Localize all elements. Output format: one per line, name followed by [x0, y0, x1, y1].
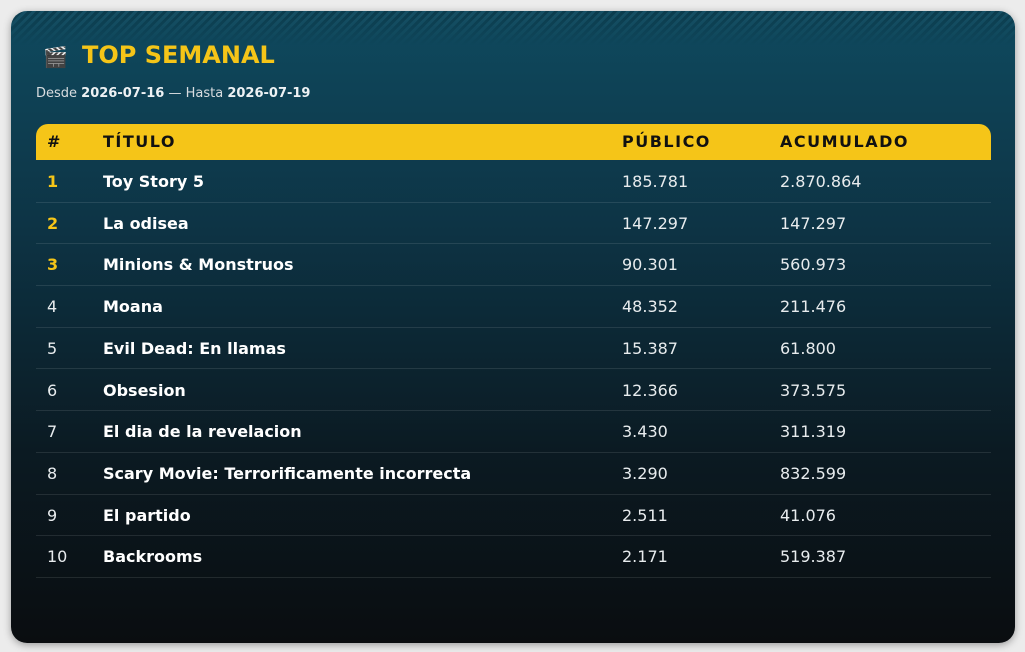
title-header: TÍTULO	[103, 132, 176, 151]
table-row: 2 La odisea 147.297 147.297	[36, 203, 991, 245]
table-row: 10 Backrooms 2.171 519.387	[36, 536, 991, 578]
table-row: 1 Toy Story 5 185.781 2.870.864	[36, 161, 991, 203]
rank: 3	[47, 255, 59, 275]
rank: 4	[47, 297, 58, 317]
movie-title: La odisea	[103, 213, 189, 233]
cumulative: 147.297	[780, 213, 847, 233]
movie-title: Backrooms	[103, 547, 203, 567]
decor-stripe	[11, 11, 1015, 45]
movie-title: El partido	[103, 505, 191, 525]
from-date: 2026-07-16	[81, 86, 165, 101]
cumulative: 2.870.864	[780, 172, 862, 191]
rank: 5	[47, 338, 58, 358]
movie-title: Minions & Monstruos	[103, 255, 294, 275]
public-header: PÚBLICO	[622, 132, 711, 151]
to-date: 2026-07-19	[227, 86, 311, 101]
public: 2.511	[622, 505, 668, 525]
rank: 6	[47, 380, 58, 400]
cumulative: 560.973	[780, 255, 847, 275]
rank: 7	[47, 422, 58, 442]
public: 2.171	[622, 547, 668, 567]
table-header: # TÍTULO PÚBLICO ACUMULADO	[36, 124, 991, 160]
table-row: 5 Evil Dead: En llamas 15.387 61.800	[36, 328, 991, 370]
separator: —	[168, 86, 182, 101]
to-label: Hasta	[185, 86, 224, 101]
public: 147.297	[622, 213, 689, 233]
cumulative: 211.476	[780, 297, 847, 317]
movie-title: Obsesion	[103, 380, 186, 400]
table-row: 3 Minions & Monstruos 90.301 560.973	[36, 244, 991, 287]
rank: 2	[47, 213, 59, 233]
public: 185.781	[622, 172, 689, 191]
rank-header: #	[47, 132, 62, 151]
cumulative: 61.800	[780, 338, 836, 358]
public: 12.366	[622, 380, 678, 400]
cumulative: 832.599	[780, 463, 847, 483]
table-row: 9 El partido 2.511 41.076	[36, 495, 991, 537]
public: 48.352	[622, 297, 678, 317]
title: TOP SEMANAL	[82, 41, 275, 69]
public: 15.387	[622, 338, 678, 358]
movie-title: Toy Story 5	[103, 172, 204, 191]
rank: 10	[47, 547, 68, 567]
table-row: 7 El dia de la revelacion 3.430 311.319	[36, 411, 991, 453]
rank: 9	[47, 505, 58, 525]
movie-title: El dia de la revelacion	[103, 422, 302, 442]
movie-title: Scary Movie: Terrorificamente incorrecta	[103, 463, 472, 483]
cumulative: 519.387	[780, 547, 847, 567]
movie-title: Moana	[103, 297, 163, 317]
table-row: 6 Obsesion 12.366 373.575	[36, 370, 991, 412]
cumulative: 41.076	[780, 505, 836, 525]
cumulative-header: ACUMULADO	[780, 132, 909, 151]
public: 3.290	[622, 463, 668, 483]
public: 3.430	[622, 422, 668, 442]
clapper-icon: 🎬	[43, 45, 68, 69]
from-label: Desde	[36, 86, 78, 101]
card: 🎬 TOP SEMANAL Desde 2026-07-16 — Hasta 2…	[11, 11, 1015, 643]
table-row: 4 Moana 48.352 211.476	[36, 286, 991, 328]
table-row: 8 Scary Movie: Terrorificamente incorrect…	[36, 453, 991, 495]
cumulative: 373.575	[780, 380, 847, 400]
public: 90.301	[622, 255, 678, 275]
date-range: Desde 2026-07-16 — Hasta 2026-07-19	[36, 86, 310, 101]
rank: 1	[47, 172, 59, 191]
cumulative: 311.319	[780, 422, 847, 442]
rank: 8	[47, 463, 58, 483]
movie-title: Evil Dead: En llamas	[103, 338, 286, 358]
